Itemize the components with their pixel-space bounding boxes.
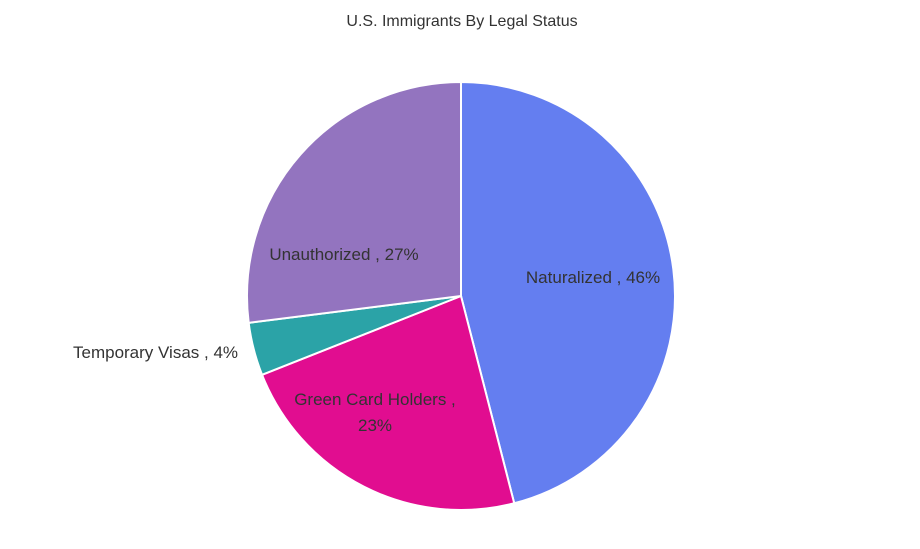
pie-slice-naturalized [460, 80, 676, 505]
pie-label-temporary-visas: Temporary Visas , 4% [73, 343, 238, 362]
pie-labels: Naturalized , 46% Green Card Holders , 23%… [73, 245, 660, 435]
pie-label-green-card-holders: Green Card Holders , 23% [294, 390, 456, 435]
pie-label-naturalized: Naturalized , 46% [526, 268, 660, 287]
pie-slice-green-card-holders [260, 294, 516, 511]
chart-title: U.S. Immigrants By Legal Status [346, 13, 577, 30]
pie-label-unauthorized: Unauthorized , 27% [269, 245, 418, 264]
pie-slices [246, 80, 676, 511]
pie-slice-unauthorized [246, 80, 462, 324]
